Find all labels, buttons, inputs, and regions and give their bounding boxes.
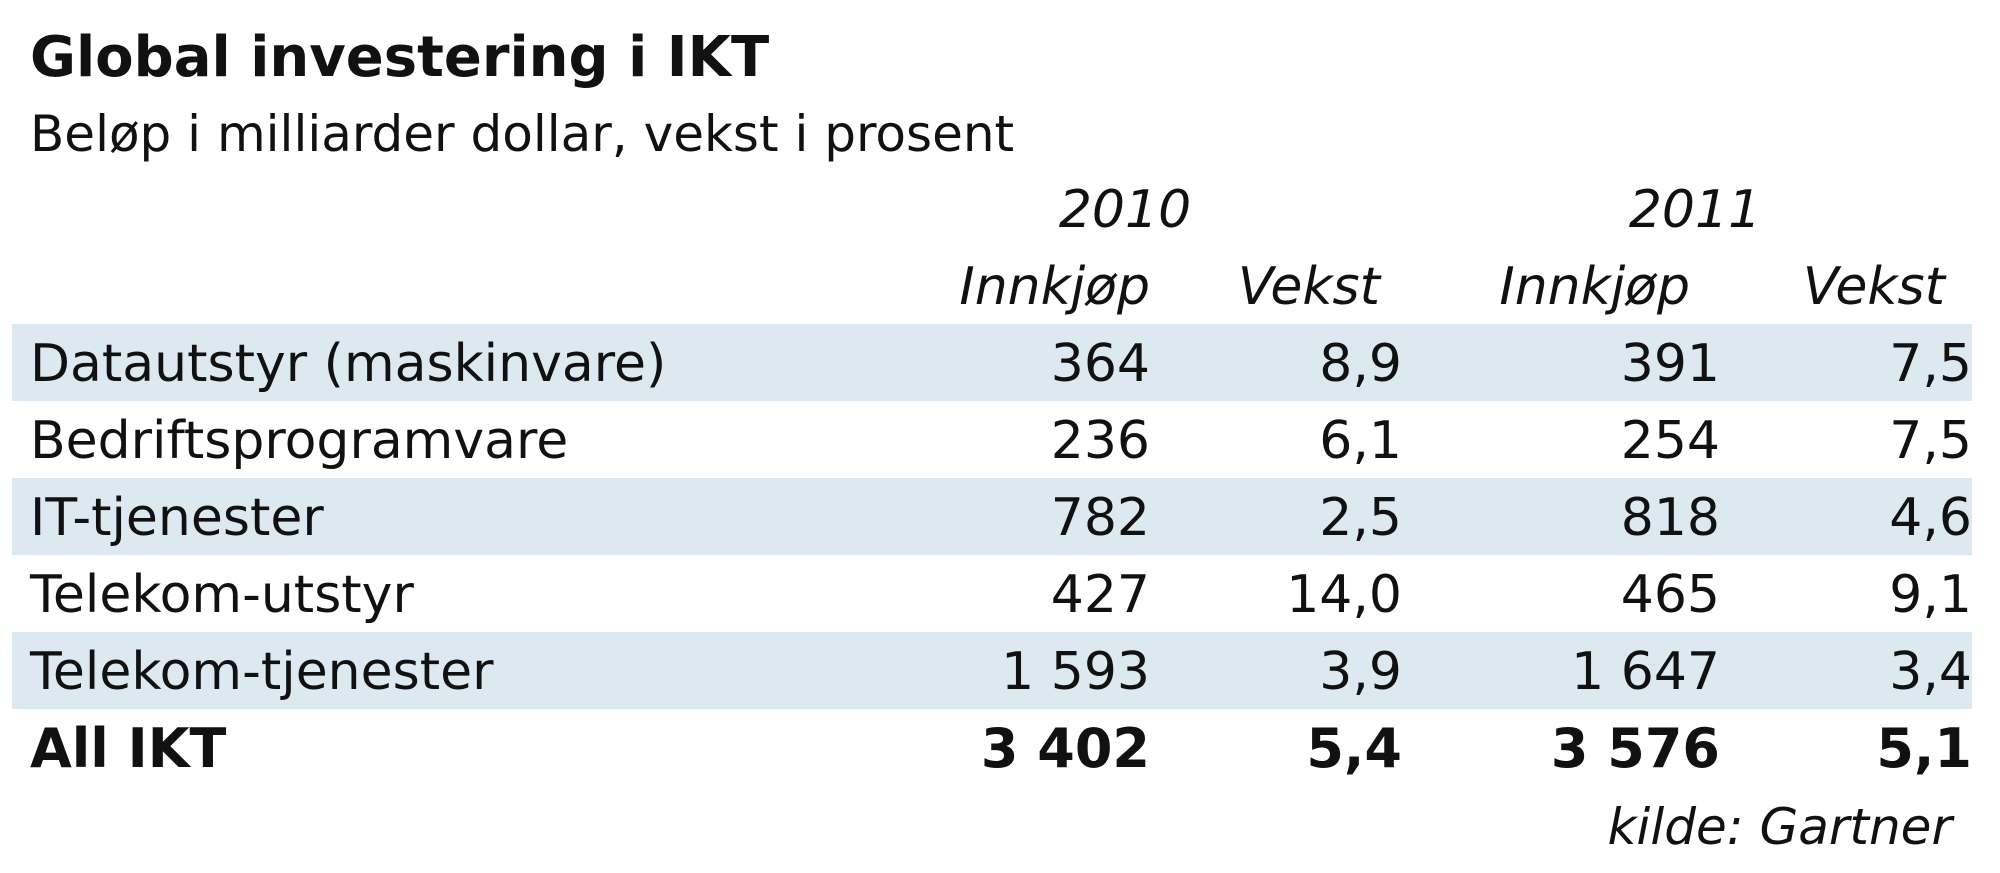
cell-innkjop-2011: 254 <box>1620 411 1720 471</box>
total-vekst-2011: 5,1 <box>1876 717 1972 780</box>
data-table: Datautstyr (maskinvare) 364 8,9 391 7,5 … <box>12 324 1972 786</box>
cell-vekst-2010: 6,1 <box>1319 411 1402 471</box>
cell-innkjop-2010: 1 593 <box>1001 642 1150 702</box>
table-row-bedriftsprogramvare: Bedriftsprogramvare 236 6,1 254 7,5 <box>12 401 1972 478</box>
year-header-2010: 2010 <box>1058 180 1192 240</box>
cell-innkjop-2011: 465 <box>1620 565 1720 625</box>
cell-vekst-2010: 8,9 <box>1319 334 1402 394</box>
total-vekst-2010: 5,4 <box>1306 717 1402 780</box>
row-label: Datautstyr (maskinvare) <box>30 334 667 394</box>
table-row-telekom-utstyr: Telekom-utstyr 427 14,0 465 9,1 <box>12 555 1972 632</box>
row-label: Telekom-utstyr <box>30 565 414 625</box>
cell-innkjop-2011: 391 <box>1620 334 1720 394</box>
cell-vekst-2010: 2,5 <box>1319 488 1402 548</box>
cell-innkjop-2011: 1 647 <box>1571 642 1720 702</box>
column-header-innkjop-2011: Innkjøp <box>1499 257 1690 317</box>
table-row-datautstyr: Datautstyr (maskinvare) 364 8,9 391 7,5 <box>12 324 1972 401</box>
cell-vekst-2011: 4,6 <box>1889 488 1972 548</box>
cell-vekst-2010: 3,9 <box>1319 642 1402 702</box>
cell-innkjop-2011: 818 <box>1620 488 1720 548</box>
cell-innkjop-2010: 364 <box>1050 334 1150 394</box>
cell-vekst-2011: 7,5 <box>1889 411 1972 471</box>
table-row-total: All IKT 3 402 5,4 3 576 5,1 <box>12 709 1972 786</box>
column-header-vekst-2010: Vekst <box>1237 257 1380 317</box>
source-note: kilde: Gartner <box>1607 798 1952 856</box>
total-innkjop-2010: 3 402 <box>980 717 1150 780</box>
cell-innkjop-2010: 236 <box>1050 411 1150 471</box>
column-header-innkjop-2010: Innkjøp <box>959 257 1150 317</box>
year-header-2011: 2011 <box>1628 180 1762 240</box>
cell-vekst-2011: 3,4 <box>1889 642 1972 702</box>
chart-title: Global investering i IKT <box>30 25 770 90</box>
cell-vekst-2011: 7,5 <box>1889 334 1972 394</box>
row-label: Bedriftsprogramvare <box>30 411 569 471</box>
total-innkjop-2011: 3 576 <box>1550 717 1720 780</box>
column-header-vekst-2011: Vekst <box>1802 257 1945 317</box>
table-row-it-tjenester: IT-tjenester 782 2,5 818 4,6 <box>12 478 1972 555</box>
row-label: IT-tjenester <box>30 488 324 548</box>
cell-innkjop-2010: 782 <box>1050 488 1150 548</box>
total-label: All IKT <box>30 717 227 780</box>
table-row-telekom-tjenester: Telekom-tjenester 1 593 3,9 1 647 3,4 <box>12 632 1972 709</box>
cell-innkjop-2010: 427 <box>1050 565 1150 625</box>
cell-vekst-2010: 14,0 <box>1286 565 1402 625</box>
cell-vekst-2011: 9,1 <box>1889 565 1972 625</box>
row-label: Telekom-tjenester <box>30 642 494 702</box>
chart-subtitle: Beløp i milliarder dollar, vekst i prose… <box>30 105 1015 163</box>
